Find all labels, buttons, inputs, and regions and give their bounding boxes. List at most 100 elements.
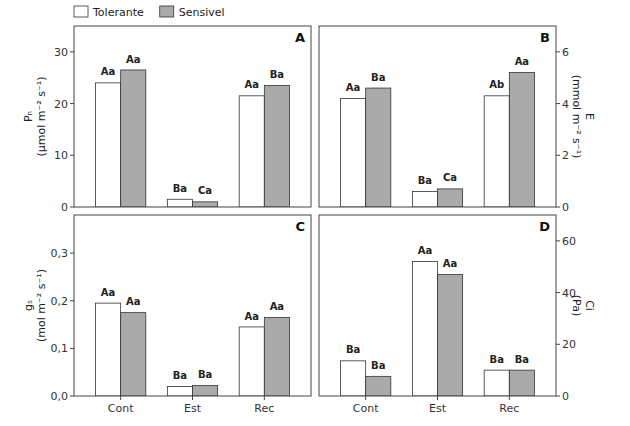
x-tick-label: Est	[429, 402, 447, 415]
y-tick	[556, 155, 560, 156]
bars	[341, 73, 535, 207]
x-tick-label: Rec	[254, 402, 274, 415]
annotation: Ba	[173, 370, 187, 381]
panel-label: D	[539, 219, 550, 234]
y-tick	[556, 396, 560, 397]
y-tick	[70, 300, 74, 301]
x-tick	[120, 396, 121, 400]
panel-label: B	[540, 30, 550, 45]
figure: AaBaAaAaCaBa0102030APₙ(μmol m⁻² s⁻¹)Tole…	[0, 0, 630, 426]
y-tick-label: 0,3	[51, 247, 69, 260]
legend-label: Tolerante	[92, 6, 144, 19]
y-tick	[70, 348, 74, 349]
bar	[96, 83, 121, 207]
annotation: Ba	[198, 369, 212, 380]
bar	[167, 386, 192, 396]
y-axis-label-line: gₛ	[22, 300, 35, 311]
annotation: Ba	[371, 360, 385, 371]
y-tick-label: 20	[54, 98, 68, 111]
bar	[193, 386, 218, 396]
frame	[74, 215, 311, 396]
panel: AaBaAaAaBaAa0,00,10,20,3ContEstRecCgₛ(mo…	[22, 215, 312, 415]
y-tick	[70, 103, 74, 104]
y-tick	[556, 207, 560, 208]
annotation: Aa	[126, 296, 141, 307]
annotation: Ba	[515, 354, 529, 365]
y-axis-label-line: (mol m⁻² s⁻¹)	[35, 269, 48, 342]
legend-item: Sensivel	[160, 6, 225, 19]
y-tick	[70, 253, 74, 254]
y-tick-label: 20	[562, 338, 576, 351]
annotation: Aa	[245, 79, 260, 90]
y-tick	[70, 51, 74, 52]
annotation: Aa	[443, 258, 458, 269]
y-tick-label: 0	[61, 201, 68, 214]
x-tick-label: Est	[184, 402, 202, 415]
annotation: Aa	[418, 245, 433, 256]
bar	[121, 70, 146, 207]
bar	[366, 376, 391, 396]
panel-label: C	[295, 219, 305, 234]
annotation: Ba	[173, 183, 187, 194]
y-tick	[556, 103, 560, 104]
y-axis-label-line: (μmol m⁻² s⁻¹)	[35, 77, 48, 157]
bar	[412, 262, 437, 396]
annotation: Aa	[245, 311, 260, 322]
x-tick	[264, 396, 265, 400]
bar	[509, 73, 534, 207]
annotation: Ca	[443, 172, 457, 183]
annotation: Aa	[515, 56, 530, 67]
bar	[509, 370, 534, 396]
y-tick	[70, 207, 74, 208]
annotation: Ba	[490, 354, 504, 365]
bar	[264, 317, 289, 396]
x-tick-label: Cont	[108, 402, 134, 415]
y-axis-label: Pₙ(μmol m⁻² s⁻¹)	[22, 77, 48, 157]
legend-item: Tolerante	[74, 6, 144, 19]
y-tick	[556, 51, 560, 52]
bars	[96, 303, 290, 396]
x-tick-label: Cont	[353, 402, 379, 415]
x-tick	[509, 396, 510, 400]
y-axis-label-line: Pₙ	[22, 111, 35, 122]
bar	[239, 327, 264, 396]
panel-label: A	[295, 30, 305, 45]
bar	[438, 189, 463, 207]
y-tick-label: 4	[562, 98, 569, 111]
panel: BaAaBaBaAaBa0204060ContEstRecDCi(Pa)	[319, 215, 596, 415]
y-tick	[556, 240, 560, 241]
legend-label: Sensivel	[179, 6, 225, 19]
annotation: Ca	[198, 185, 212, 196]
annotation: Aa	[101, 66, 116, 77]
bar	[96, 303, 121, 396]
annotation: Aa	[126, 54, 141, 65]
annotation: Aa	[101, 287, 116, 298]
legend-swatch	[160, 6, 174, 17]
bar	[167, 199, 192, 207]
y-axis-label: E(mmol m⁻² s⁻¹)	[570, 75, 596, 159]
bar	[239, 96, 264, 207]
frame	[319, 215, 556, 396]
y-tick-label: 0,1	[51, 342, 69, 355]
panel: AaBaAaAaCaBa0102030APₙ(μmol m⁻² s⁻¹)Tole…	[22, 6, 312, 215]
y-tick	[70, 396, 74, 397]
y-axis-label-line: (mmol m⁻² s⁻¹)	[570, 75, 583, 159]
y-tick-label: 60	[562, 235, 576, 248]
y-axis-label: Ci(Pa)	[570, 295, 596, 316]
bar	[264, 85, 289, 207]
bar	[366, 88, 391, 207]
x-tick	[365, 396, 366, 400]
annotation: Aa	[270, 301, 285, 312]
y-axis-label-line: E	[583, 113, 596, 120]
annotation: Ba	[371, 72, 385, 83]
bar	[484, 370, 509, 396]
x-tick	[192, 396, 193, 400]
y-tick-label: 0	[562, 201, 569, 214]
y-axis-label-line: (Pa)	[570, 295, 583, 316]
y-tick-label: 30	[54, 46, 68, 59]
annotation: Aa	[346, 82, 361, 93]
y-tick	[556, 292, 560, 293]
legend: Tolerante Sensivel	[74, 6, 225, 19]
bar	[412, 191, 437, 207]
y-tick	[556, 344, 560, 345]
